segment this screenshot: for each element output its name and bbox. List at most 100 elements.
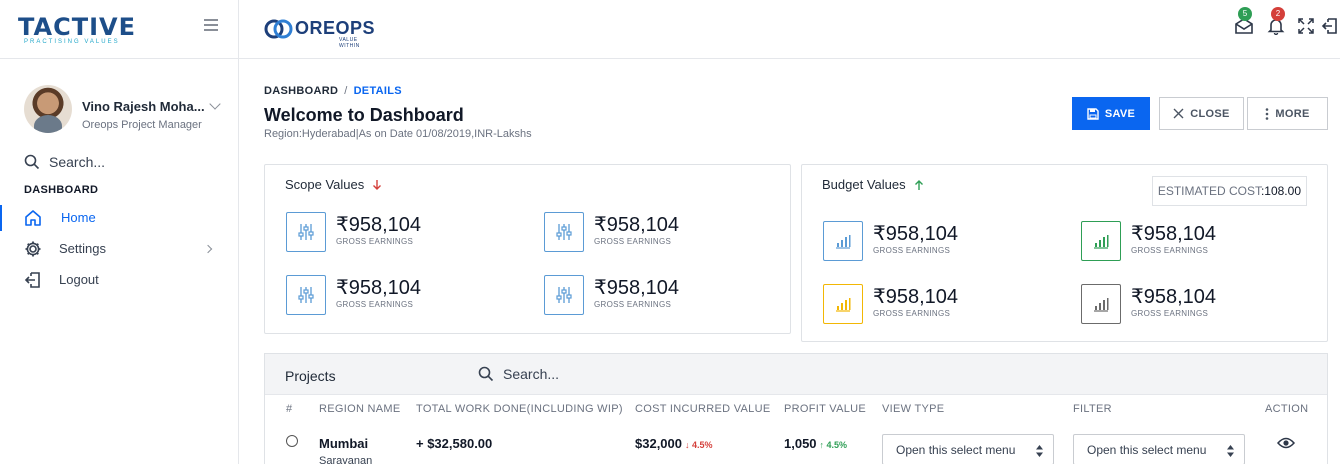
- topbar-icons: 5 2: [1200, 0, 1340, 59]
- logout-icon: [24, 272, 40, 288]
- stat-value: ₹958,104: [1131, 223, 1217, 245]
- page-subtitle: Region:Hyderabad|As on Date 01/08/2019,I…: [264, 128, 532, 140]
- stat-label: GROSS EARNINGS: [594, 237, 672, 246]
- projects-header: Projects: [265, 354, 1327, 395]
- mail-badge: 5: [1238, 7, 1252, 21]
- stat-label: GROSS EARNINGS: [873, 246, 951, 255]
- sidebar-item-home[interactable]: Home: [0, 205, 238, 231]
- projects-table: Projects # REGION NAME TOTAL WORK DONE(I…: [264, 353, 1328, 464]
- bar-chart-icon: [823, 284, 863, 324]
- row-select-radio[interactable]: [286, 435, 298, 447]
- row-cost: $32,000 ↓ 4.5%: [635, 436, 713, 451]
- sliders-icon: [544, 212, 584, 252]
- budget-stat: ₹958,104 GROSS EARNINGS: [823, 221, 1043, 265]
- sidebar-item-label: Settings: [59, 241, 106, 256]
- fullscreen-button[interactable]: [1297, 17, 1315, 40]
- chevron-down-icon[interactable]: [209, 98, 221, 110]
- column-header-region[interactable]: REGION NAME: [319, 403, 401, 415]
- save-button[interactable]: SAVE: [1072, 97, 1150, 130]
- bar-chart-icon: [1081, 221, 1121, 261]
- row-cost-delta: ↓ 4.5%: [685, 440, 713, 450]
- sliders-icon: [286, 275, 326, 315]
- column-header-filter: FILTER: [1073, 403, 1112, 415]
- column-header-total-work[interactable]: TOTAL WORK DONE(INCLUDING WIP): [416, 403, 623, 415]
- stat-value: ₹958,104: [1131, 286, 1217, 308]
- stat-value: ₹958,104: [594, 214, 680, 236]
- sidebar-search: [24, 152, 224, 172]
- sidebar-search-input[interactable]: [49, 152, 219, 172]
- stat-label: GROSS EARNINGS: [1131, 246, 1209, 255]
- topbar: OREOPS VALUE WITHIN 5 2: [239, 0, 1340, 59]
- breadcrumb-dashboard[interactable]: DASHBOARD: [264, 85, 339, 97]
- gear-icon: [25, 241, 41, 257]
- close-icon: [1173, 108, 1184, 119]
- close-button[interactable]: CLOSE: [1159, 97, 1244, 130]
- sidebar-item-label: Logout: [59, 272, 99, 287]
- oreops-logo-text: OREOPS: [295, 18, 376, 38]
- arrow-down-icon: [373, 179, 382, 190]
- projects-search: [478, 364, 778, 384]
- column-header-cost[interactable]: COST INCURRED VALUE: [635, 403, 771, 415]
- bar-chart-icon: [823, 221, 863, 261]
- breadcrumb-details[interactable]: DETAILS: [353, 85, 402, 97]
- eye-icon[interactable]: [1277, 437, 1295, 449]
- brand-logo[interactable]: TACTIVE: [18, 13, 136, 41]
- column-header-action: ACTION: [1265, 403, 1309, 415]
- sidebar-item-settings[interactable]: Settings: [0, 236, 238, 262]
- stat-value: ₹958,104: [873, 286, 959, 308]
- oreops-logo-tagline: VALUE WITHIN: [339, 37, 360, 49]
- arrow-up-icon: [914, 179, 923, 190]
- stat-value: ₹958,104: [336, 214, 422, 236]
- sidebar-item-logout[interactable]: Logout: [0, 267, 238, 293]
- filter-select-value: Open this select menu: [1087, 443, 1207, 457]
- sidebar-section-label: DASHBOARD: [24, 184, 99, 196]
- stat-value: ₹958,104: [594, 277, 680, 299]
- avatar: [24, 85, 72, 133]
- more-button[interactable]: MORE: [1247, 97, 1328, 130]
- close-label: CLOSE: [1190, 107, 1230, 120]
- fullscreen-icon: [1298, 18, 1314, 34]
- bell-badge: 2: [1271, 7, 1285, 21]
- column-header-profit[interactable]: PROFIT VALUE: [784, 403, 867, 415]
- budget-values-title-text: Budget Values: [822, 177, 906, 192]
- stat-value: ₹958,104: [336, 277, 422, 299]
- estimated-cost: ESTIMATED COST:108.00: [1151, 176, 1307, 206]
- budget-values-card: Budget Values ESTIMATED COST:108.00 ₹958…: [801, 164, 1328, 342]
- bar-chart-icon: [1081, 284, 1121, 324]
- scope-stat: ₹958,104 GROSS EARNINGS: [544, 212, 764, 256]
- row-cost-value: $32,000: [635, 436, 682, 451]
- projects-search-input[interactable]: [503, 364, 763, 384]
- stat-value: ₹958,104: [873, 223, 959, 245]
- save-icon: [1087, 107, 1099, 120]
- oreops-logo[interactable]: OREOPS VALUE WITHIN: [264, 15, 376, 49]
- budget-stat: ₹958,104 GROSS EARNINGS: [823, 284, 1043, 328]
- more-label: MORE: [1275, 107, 1310, 120]
- row-profit-delta: ↑ 4.5%: [819, 440, 848, 450]
- search-icon: [478, 366, 494, 382]
- home-icon: [25, 210, 41, 226]
- scope-stat: ₹958,104 GROSS EARNINGS: [544, 275, 764, 319]
- row-region: Mumbai: [319, 436, 369, 451]
- filter-select[interactable]: Open this select menu: [1073, 434, 1245, 464]
- select-updown-icon: [1036, 445, 1043, 457]
- sliders-icon: [286, 212, 326, 252]
- hamburger-menu-icon[interactable]: [204, 19, 218, 31]
- profile-name: Vino Rajesh Moha...: [82, 99, 205, 114]
- more-vertical-icon: [1266, 107, 1269, 120]
- mail-notifications[interactable]: 5: [1234, 7, 1254, 40]
- view-type-select-value: Open this select menu: [896, 443, 1016, 457]
- bell-notifications[interactable]: 2: [1267, 7, 1285, 40]
- scope-stat: ₹958,104 GROSS EARNINGS: [286, 212, 506, 256]
- view-type-select[interactable]: Open this select menu: [882, 434, 1054, 464]
- user-profile[interactable]: Vino Rajesh Moha... Oreops Project Manag…: [24, 85, 224, 135]
- stat-label: GROSS EARNINGS: [594, 300, 672, 309]
- sidebar: TACTIVE PRACTISING VALUES Vino Rajesh Mo…: [0, 0, 239, 464]
- row-profit-value: 1,050: [784, 436, 817, 451]
- chevron-right-icon: [203, 244, 213, 254]
- estimated-cost-value: :108.00: [1260, 184, 1301, 198]
- topbar-logout-button[interactable]: [1321, 17, 1339, 40]
- select-updown-icon: [1227, 445, 1234, 457]
- sidebar-item-label: Home: [61, 210, 96, 225]
- stat-label: GROSS EARNINGS: [873, 309, 951, 318]
